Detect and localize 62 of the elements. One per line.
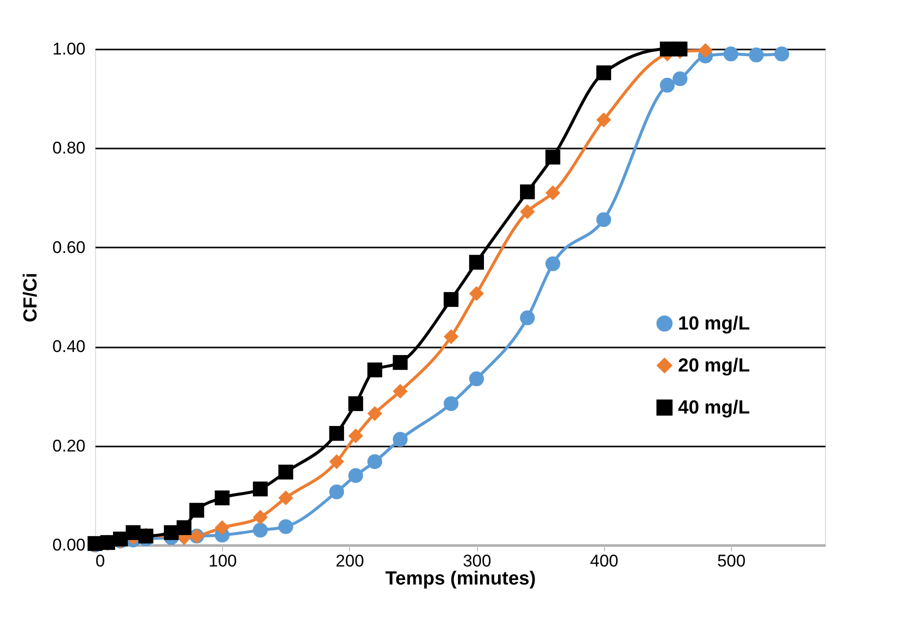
point	[214, 520, 230, 536]
point	[367, 362, 382, 378]
point	[176, 520, 192, 536]
y-tick-label: 0.00	[52, 536, 86, 554]
x-tick-label: 200	[336, 552, 364, 570]
point	[748, 48, 764, 62]
point	[348, 428, 364, 444]
legend-label: 10 mg/L	[678, 314, 750, 334]
x-tick-label: 0	[96, 552, 105, 570]
point	[278, 464, 294, 480]
point	[367, 406, 382, 421]
y-axis-title: CF/Ci	[20, 272, 42, 322]
y-tick-label: 0.40	[52, 337, 86, 356]
point	[392, 355, 408, 370]
point	[367, 454, 382, 470]
x-tick-label: 300	[462, 552, 492, 570]
point	[545, 256, 560, 272]
point	[520, 310, 535, 326]
point	[189, 502, 204, 518]
point	[596, 212, 612, 228]
point	[672, 42, 688, 56]
point	[252, 482, 268, 496]
point	[278, 490, 294, 506]
point	[698, 43, 713, 58]
point	[520, 184, 535, 200]
point	[164, 525, 179, 540]
point	[392, 432, 408, 447]
point	[444, 329, 459, 344]
point	[545, 185, 560, 200]
point	[469, 286, 484, 301]
point	[444, 292, 459, 307]
point	[723, 46, 738, 62]
y-tick-label: 0.60	[52, 238, 86, 257]
point	[392, 384, 408, 399]
point	[545, 150, 560, 165]
legend-label: 40 mg/L	[678, 398, 750, 418]
point	[444, 396, 459, 412]
x-tick-label: 100	[208, 552, 237, 570]
point	[278, 519, 294, 534]
point	[469, 254, 484, 270]
point	[252, 522, 268, 538]
point	[596, 112, 612, 128]
point	[329, 484, 344, 500]
y-tick-label: 1.00	[52, 40, 86, 58]
point	[214, 490, 230, 506]
point	[672, 71, 688, 86]
y-tick-label: 0.80	[52, 138, 86, 158]
point	[660, 78, 675, 93]
point	[252, 510, 268, 525]
point	[774, 46, 790, 62]
y-tick-label: 0.20	[52, 436, 86, 456]
point	[520, 204, 535, 220]
point	[329, 426, 344, 441]
x-tick-label: 500	[717, 552, 746, 570]
point	[329, 454, 344, 470]
point	[596, 65, 612, 80]
x-tick-label: 400	[590, 552, 618, 570]
point	[348, 468, 364, 483]
x-axis-title: Temps (minutes)	[385, 568, 536, 590]
legend-label: 20 mg/L	[678, 356, 750, 376]
point	[469, 371, 484, 386]
point	[348, 396, 364, 412]
